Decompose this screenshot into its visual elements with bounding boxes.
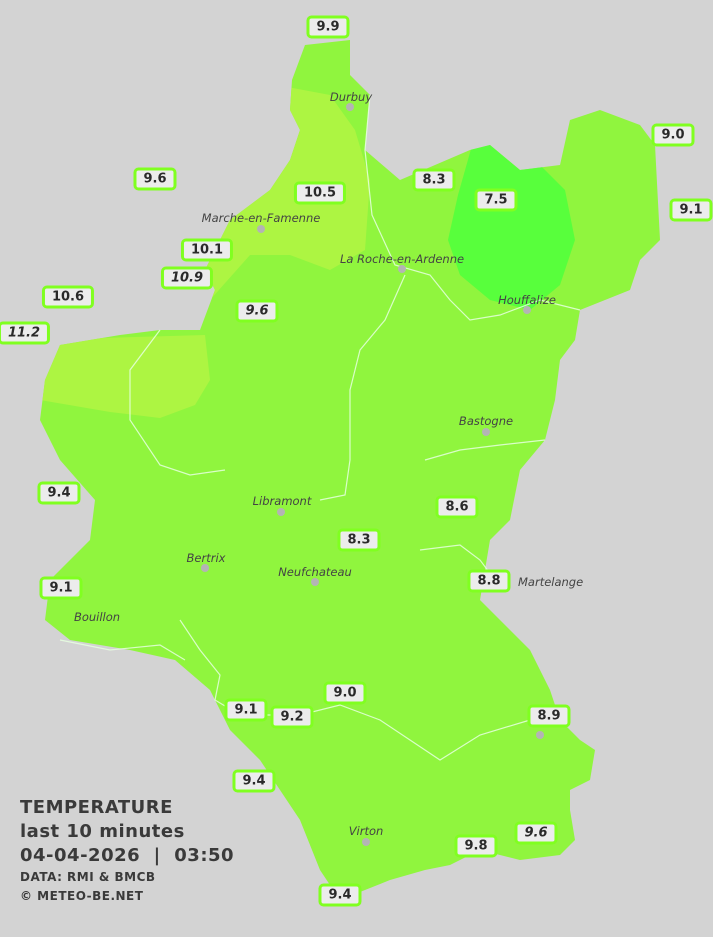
station-temperature-label[interactable]: 9.1 [669,198,713,222]
station-temperature-label[interactable]: 9.6 [514,821,558,845]
station-temperature-label[interactable]: 8.3 [412,168,456,192]
station-temperature-label[interactable]: 10.1 [180,238,234,262]
city-label-la-roche-en-ardenne: La Roche-en-Ardenne [339,252,465,266]
city-dot-la-roche-en-ardenne [398,265,406,273]
station-temperature-label[interactable]: 10.6 [41,285,95,309]
legend-source: DATA: RMI & BMCB [20,870,156,884]
city-label-neufchateau: Neufchateau [278,565,352,579]
city-dot-marche-en-famenne [257,225,265,233]
station-temperature-label[interactable]: 9.4 [232,769,276,793]
warm-zone-west [40,335,210,418]
legend-period: last 10 minutes [20,821,185,842]
city-label-bastogne: Bastogne [458,414,514,428]
station-temperature-label[interactable]: 9.1 [224,698,268,722]
station-temperature-label[interactable]: 7.5 [474,188,518,212]
station-temperature-label[interactable]: 9.9 [306,15,350,39]
station-temperature-label[interactable]: 9.4 [318,883,362,907]
city-dot-neufchateau [311,578,319,586]
city-label-durbuy: Durbuy [329,90,373,104]
station-temperature-label[interactable]: 10.9 [160,266,214,290]
city-label-libramont: Libramont [252,494,312,508]
station-temperature-label[interactable]: 8.6 [435,495,479,519]
station-temperature-label[interactable]: 9.2 [270,705,314,729]
city-dot-durbuy [346,103,354,111]
station-temperature-label[interactable]: 8.8 [467,569,511,593]
city-dot-bastogne [482,428,490,436]
city-dot-arlon [536,731,544,739]
legend-title: TEMPERATURE [20,797,173,818]
city-dot-libramont [277,508,285,516]
legend-datetime: 04-04-2026 | 03:50 [20,845,235,866]
cool-zone [448,135,575,310]
legend-copyright: © METEO-BE.NET [20,889,144,903]
city-label-marche-en-famenne: Marche-en-Famenne [201,211,321,225]
station-temperature-label[interactable]: 8.9 [527,704,571,728]
city-label-martelange: Martelange [518,575,584,589]
station-temperature-label[interactable]: 11.2 [0,321,51,345]
station-temperature-label[interactable]: 9.8 [454,834,498,858]
legend: TEMPERATURE last 10 minutes 04-04-2026 |… [20,796,234,906]
city-dot-houffalize [523,306,531,314]
station-temperature-label[interactable]: 9.0 [323,681,367,705]
city-dot-virton [362,838,370,846]
station-temperature-label[interactable]: 9.0 [651,123,695,147]
station-temperature-label[interactable]: 9.4 [37,481,81,505]
station-temperature-label[interactable]: 9.6 [133,167,177,191]
city-label-bertrix: Bertrix [186,551,226,565]
station-temperature-label[interactable]: 9.1 [39,576,83,600]
station-temperature-label[interactable]: 10.5 [293,181,347,205]
city-dot-bertrix [201,564,209,572]
city-label-virton: Virton [348,824,384,838]
city-label-bouillon: Bouillon [73,610,121,624]
city-label-houffalize: Houffalize [498,293,556,307]
station-temperature-label[interactable]: 9.6 [235,299,279,323]
station-temperature-label[interactable]: 8.3 [337,528,381,552]
